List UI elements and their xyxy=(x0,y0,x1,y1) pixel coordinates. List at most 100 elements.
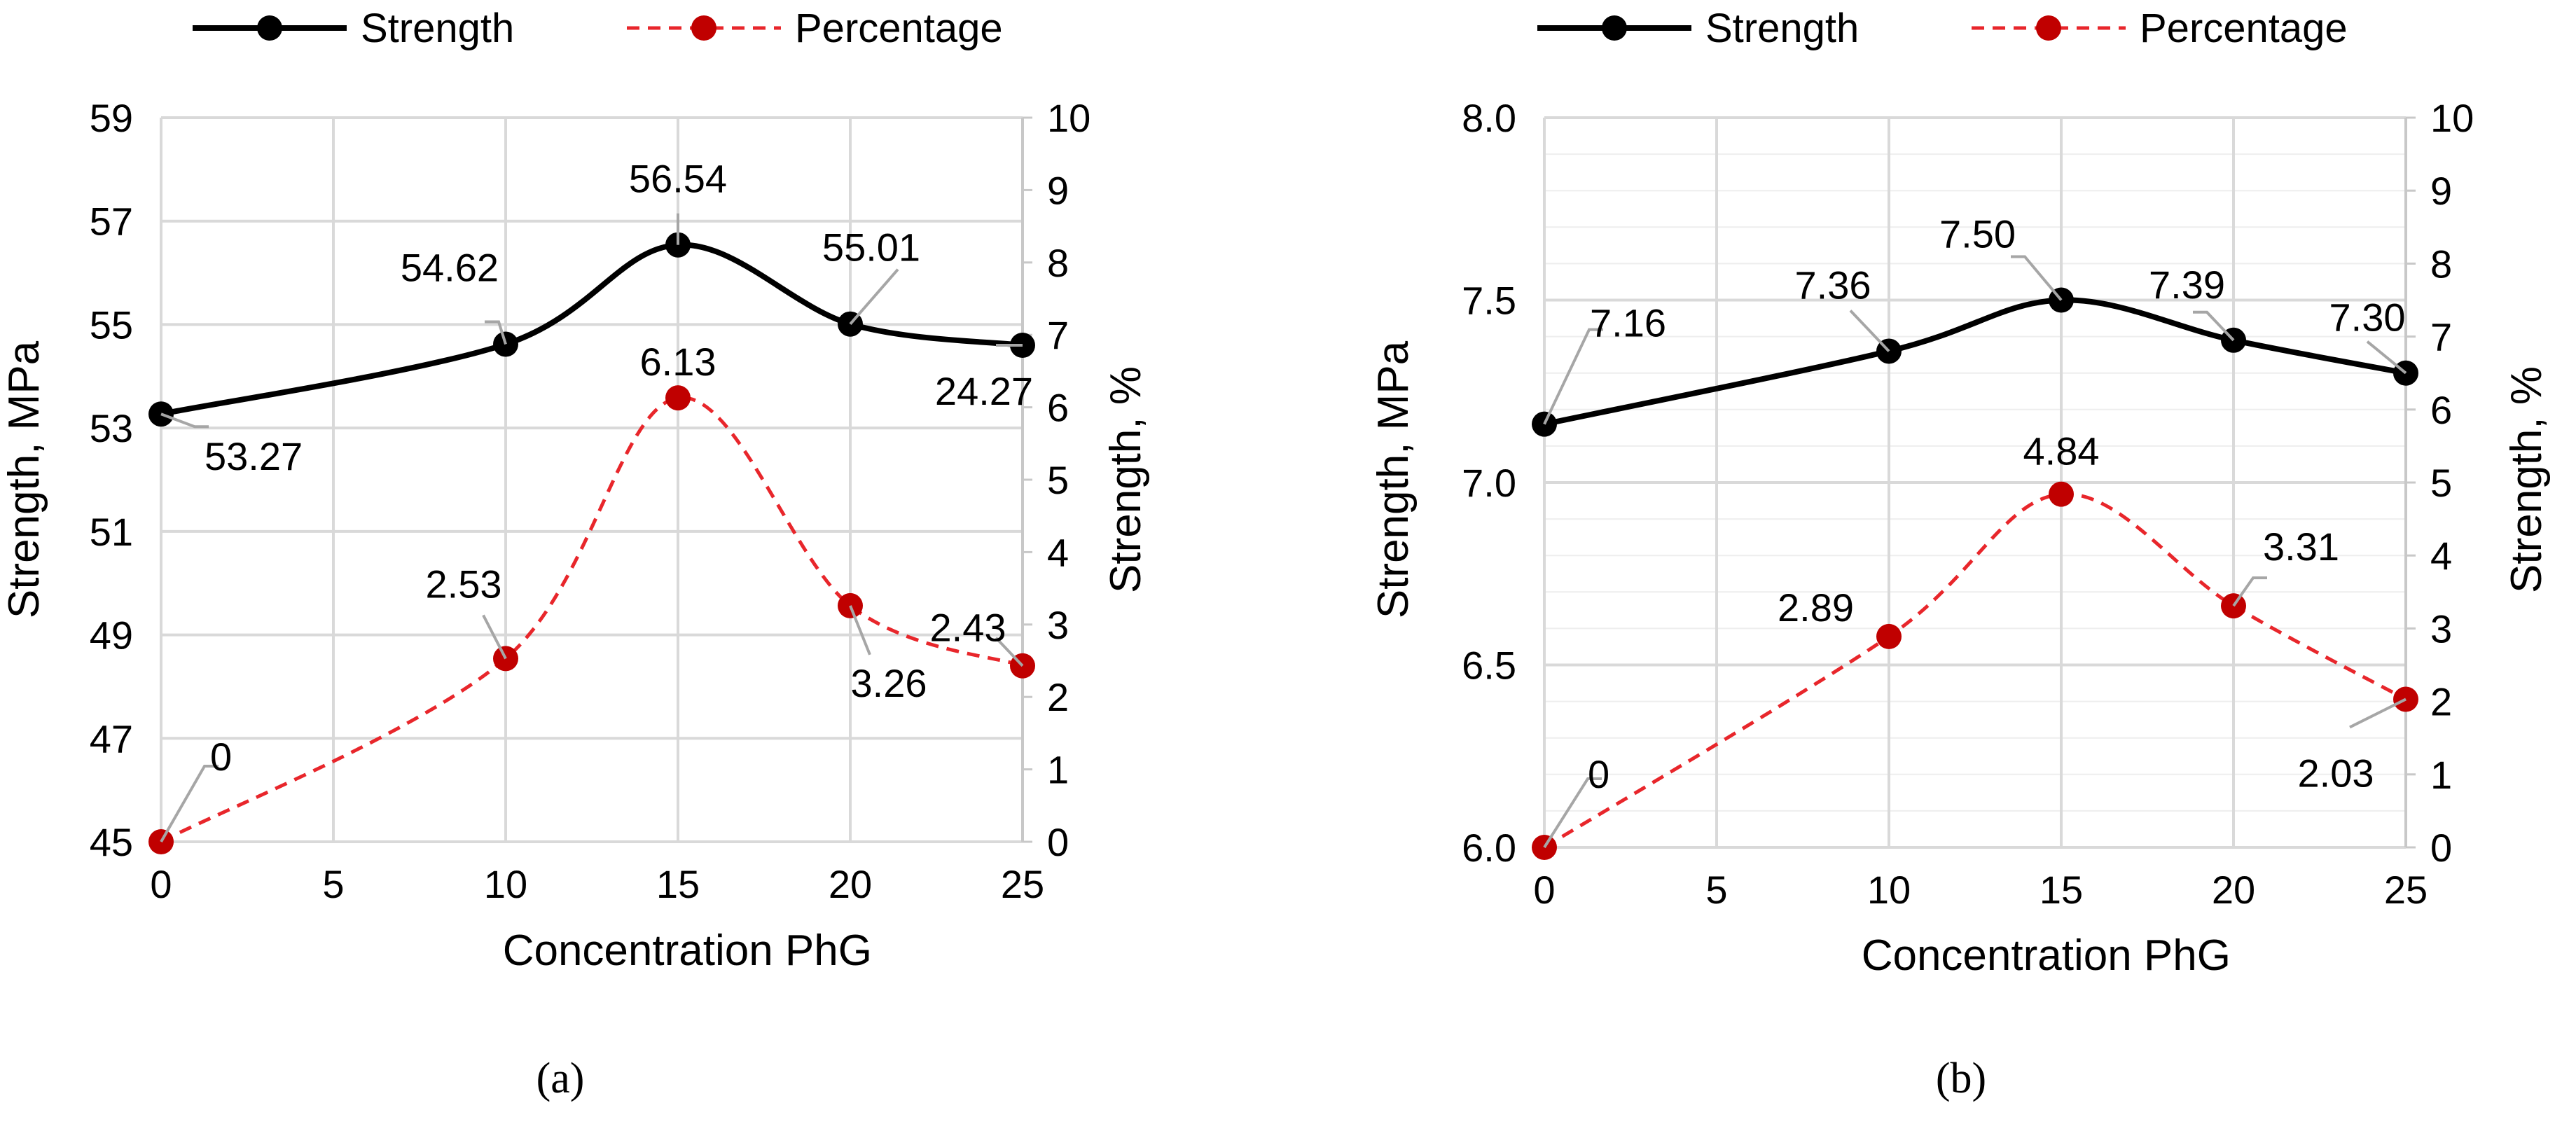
y-tick-label: 55 xyxy=(90,303,133,347)
legend-label-strength: Strength xyxy=(361,6,514,51)
series-line-strength xyxy=(160,242,1023,417)
y2-tick-label: 1 xyxy=(1047,748,1069,792)
y-tick-label: 7.0 xyxy=(1462,461,1516,505)
y-tick-label: 57 xyxy=(90,200,133,244)
data-label-strength: 55.01 xyxy=(822,225,920,270)
data-point-percentage xyxy=(1876,623,1902,649)
data-label-percentage: 3.26 xyxy=(851,661,927,705)
y-tick-label: 6.5 xyxy=(1462,644,1516,688)
y2-tick-label: 6 xyxy=(2430,388,2452,432)
legend: Strength Percentage xyxy=(193,6,1003,51)
series-line-percentage xyxy=(1543,492,2407,849)
y-tick-label: 49 xyxy=(90,613,133,658)
data-label-percentage: 2.53 xyxy=(426,562,502,606)
x-tick-label: 25 xyxy=(2384,868,2428,912)
y2-tick-label: 4 xyxy=(2430,534,2452,578)
x-tick-label: 10 xyxy=(1867,868,1911,912)
y2-tick-label: 8 xyxy=(1047,241,1069,285)
data-label-percentage: 3.31 xyxy=(2263,525,2339,569)
panel-caption: (a) xyxy=(536,1055,585,1102)
x-axis-title: Concentration PhG xyxy=(503,927,872,975)
y-axis-left: 6.0 6.5 7.0 7.5 8.0 xyxy=(1462,96,2406,870)
data-label-percentage: 0 xyxy=(1588,752,1609,796)
x-tick-label: 0 xyxy=(1533,868,1555,912)
y2-tick-label: 10 xyxy=(1047,96,1090,140)
y2-tick-label: 10 xyxy=(2430,96,2474,140)
y2-tick-label: 6 xyxy=(1047,386,1069,430)
y-tick-label: 51 xyxy=(90,510,133,554)
y2-tick-label: 7 xyxy=(1047,313,1069,357)
legend: Strength Percentage xyxy=(1537,6,2348,51)
y-tick-label: 6.0 xyxy=(1462,826,1516,870)
y2-axis-title: Strength, % xyxy=(1102,366,1150,593)
series-strength: 53.27 54.62 56.54 55.01 24.27 xyxy=(148,157,1035,478)
y-axis-title: Strength, MPa xyxy=(0,340,48,618)
y2-tick-label: 4 xyxy=(1047,530,1069,574)
series-percentage: 0 2.53 6.13 3.262.43 xyxy=(148,340,1035,854)
data-label-strength: 7.30 xyxy=(2329,296,2406,340)
y-tick-label: 8.0 xyxy=(1462,96,1516,140)
data-label-strength: 7.16 xyxy=(1590,301,1666,345)
label-leader-line xyxy=(482,614,507,660)
legend-marker-strength xyxy=(1602,15,1627,41)
label-leader-line xyxy=(1543,777,1602,849)
legend-marker-strength xyxy=(257,15,282,41)
label-leader-line xyxy=(1543,328,1603,425)
legend-label-percentage: Percentage xyxy=(2140,6,2348,51)
label-leader-line xyxy=(2011,255,2063,301)
data-label-strength: 53.27 xyxy=(205,434,303,478)
data-label-strength: 7.36 xyxy=(1795,263,1871,307)
y2-tick-label: 2 xyxy=(1047,675,1069,719)
data-label-strength: 7.39 xyxy=(2149,263,2225,307)
y-axis-title: Strength, MPa xyxy=(1369,340,1418,618)
x-tick-label: 25 xyxy=(1001,862,1044,906)
data-label-percentage: 2.89 xyxy=(1778,585,1854,630)
y2-tick-label: 0 xyxy=(1047,820,1069,864)
data-label-strength: 7.50 xyxy=(1939,212,2016,256)
label-leader-line xyxy=(1849,310,1890,352)
data-label-percentage: 6.13 xyxy=(640,340,716,384)
y-axis-left: 45 47 49 51 53 55 57 59 xyxy=(90,96,1023,864)
data-label-percentage: 0 xyxy=(210,735,232,779)
x-tick-label: 0 xyxy=(150,862,172,906)
x-tick-label: 20 xyxy=(2212,868,2255,912)
x-tick-label: 15 xyxy=(2040,868,2083,912)
data-label-strength: 54.62 xyxy=(401,245,499,289)
y-tick-label: 7.5 xyxy=(1462,279,1516,323)
y2-tick-label: 8 xyxy=(2430,242,2452,286)
y2-tick-label: 0 xyxy=(2430,826,2452,870)
y-tick-label: 59 xyxy=(90,96,133,140)
y2-tick-label: 2 xyxy=(2430,680,2452,724)
data-label-percentage: 2.43 xyxy=(930,606,1006,650)
label-leader-line xyxy=(160,765,219,842)
legend-label-percentage: Percentage xyxy=(795,6,1003,51)
legend-marker-percentage xyxy=(2036,15,2061,41)
y-tick-label: 53 xyxy=(90,406,133,450)
y-tick-label: 45 xyxy=(90,820,133,864)
y2-tick-label: 9 xyxy=(1047,168,1069,212)
x-tick-label: 5 xyxy=(322,862,344,906)
label-leader-line xyxy=(995,637,1024,667)
data-label-strength: 56.54 xyxy=(629,157,727,201)
series-strength: 7.16 7.36 7.50 7.39 7.30 xyxy=(1532,212,2418,437)
y2-tick-label: 3 xyxy=(1047,603,1069,647)
x-tick-label: 10 xyxy=(484,862,527,906)
x-axis: 0 5 10 15 20 25 xyxy=(1533,118,2428,912)
data-label-percentage: 2.03 xyxy=(2298,751,2374,795)
data-point-percentage xyxy=(2049,481,2074,507)
legend-label-strength: Strength xyxy=(1705,6,1859,51)
data-label-strength: 24.27 xyxy=(935,369,1033,413)
series-line-percentage xyxy=(160,396,1023,844)
label-leader-line xyxy=(2366,340,2407,375)
y-tick-label: 47 xyxy=(90,716,133,761)
label-leader-line xyxy=(485,320,507,345)
x-tick-label: 5 xyxy=(1705,868,1727,912)
y2-tick-label: 3 xyxy=(2430,606,2452,651)
x-axis-title: Concentration PhG xyxy=(1862,931,2231,980)
y-axis-right: 0 1 2 3 4 5 6 7 8 9 10 xyxy=(1021,96,1090,864)
y-axis-right: 0 1 2 3 4 5 6 7 8 9 10 xyxy=(2404,96,2474,870)
chart-panel-b: 6.06.57.07.58.00 5 10 15 20 25012345678910Con… xyxy=(1369,6,2551,1102)
